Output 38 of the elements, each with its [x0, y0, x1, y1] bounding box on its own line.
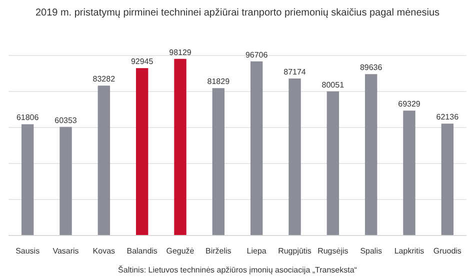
x-tick-label: Liepa	[246, 246, 267, 256]
bar	[21, 124, 34, 236]
chart-title: 2019 m. pristatymų pirminei techninei apžiūrai tranporto priemonių skaičius pagal mėnesius	[35, 8, 440, 18]
text: Šaltinis: Lietuvos techninės apžiūros įmonių asociacija „Transeksta“	[118, 266, 358, 274]
data-label: 96706	[245, 50, 268, 60]
x-tick-label: Kovas	[92, 246, 116, 256]
bar	[403, 110, 416, 236]
x-tick-label: Spalis	[360, 246, 382, 256]
data-label: 83282	[92, 74, 116, 84]
x-tick-label: Sausis	[16, 246, 40, 256]
bar	[136, 68, 148, 236]
data-label: 61806	[16, 113, 40, 122]
data-label: 89636	[360, 63, 383, 72]
data-label: 69329	[398, 100, 421, 109]
x-tick-label: Gegužė	[166, 246, 195, 256]
x-tick-label: Gruodis	[433, 246, 462, 256]
data-label: 92945	[130, 57, 154, 66]
bar	[326, 91, 340, 236]
x-tick-label: Birželis	[206, 246, 232, 256]
bar	[441, 124, 454, 236]
data-label: 98129	[169, 48, 192, 57]
bar	[174, 58, 186, 236]
x-tick-label: Vasaris	[52, 246, 79, 256]
bar	[98, 86, 110, 236]
bar	[60, 126, 72, 236]
data-label: 80051	[322, 80, 345, 90]
data-label: 81829	[207, 77, 230, 86]
x-tick-label: Rugpjūtis	[278, 246, 312, 256]
bar	[364, 74, 378, 236]
data-label: 62136	[436, 112, 460, 122]
x-tick-label: Lapkritis	[394, 246, 424, 256]
data-label: 87174	[284, 68, 306, 77]
x-tick-label: Balandis	[126, 246, 158, 256]
data-label: 60353	[54, 116, 78, 125]
bar	[212, 88, 225, 236]
bar	[250, 61, 263, 236]
bar	[288, 78, 301, 236]
x-tick-label: Rugsėjis	[318, 246, 348, 256]
